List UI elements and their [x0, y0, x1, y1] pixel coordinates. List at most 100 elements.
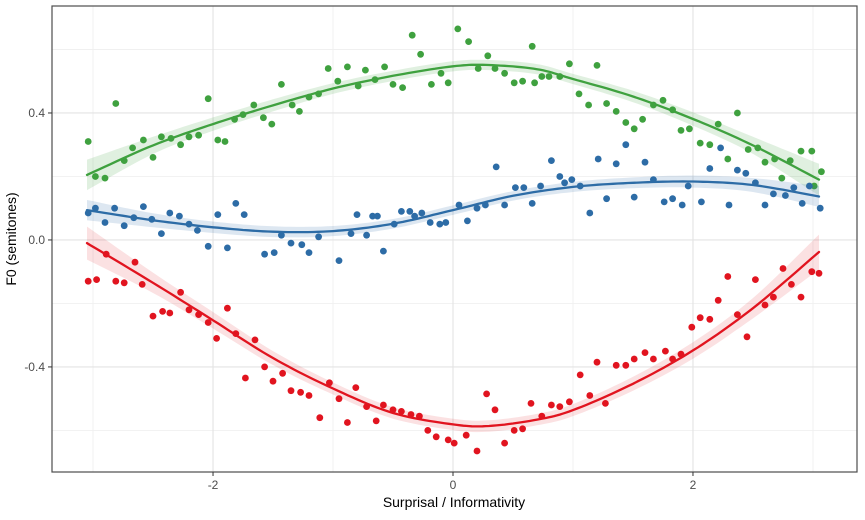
data-point	[548, 401, 555, 409]
green-series	[84, 25, 825, 196]
data-point	[575, 90, 583, 98]
gridlines-minor	[52, 6, 857, 472]
data-point	[204, 242, 212, 250]
data-point	[372, 417, 380, 425]
data-point	[806, 182, 813, 190]
data-point	[450, 439, 458, 447]
data-point	[761, 301, 769, 309]
red-series	[84, 226, 823, 455]
data-point	[324, 65, 332, 72]
data-point	[473, 447, 481, 455]
data-point	[120, 222, 128, 230]
data-point	[790, 184, 798, 192]
data-point	[566, 60, 573, 68]
data-point	[389, 81, 397, 88]
data-point	[725, 201, 733, 209]
data-point	[630, 355, 638, 363]
data-point	[417, 50, 424, 58]
data-point	[778, 174, 786, 182]
data-point	[612, 108, 620, 115]
data-point	[630, 193, 638, 201]
y-axis-title: F0 (semitones)	[3, 192, 19, 285]
data-point	[662, 347, 669, 355]
data-point	[84, 138, 92, 145]
data-point	[527, 400, 535, 407]
data-point	[166, 209, 174, 217]
data-point	[742, 169, 750, 177]
data-point	[483, 390, 490, 398]
data-point	[576, 371, 584, 379]
data-point	[93, 276, 100, 283]
data-point	[296, 108, 303, 115]
data-point	[380, 247, 387, 255]
data-point	[770, 190, 777, 198]
data-point	[305, 392, 313, 399]
data-point	[347, 230, 355, 238]
confidence-band	[87, 226, 819, 433]
data-point	[734, 311, 741, 318]
data-point	[531, 79, 538, 87]
data-point	[224, 244, 231, 252]
data-point	[537, 182, 544, 190]
x-axis-title: Surprisal / Informativity	[383, 494, 525, 510]
data-point	[510, 427, 518, 434]
data-point	[684, 182, 692, 190]
data-point	[194, 227, 201, 234]
points-group	[84, 250, 823, 455]
data-point	[214, 211, 222, 219]
data-point	[261, 250, 268, 258]
data-point	[603, 195, 610, 203]
data-point	[270, 249, 278, 256]
data-point	[548, 157, 555, 165]
data-point	[316, 414, 324, 422]
data-point	[149, 312, 157, 320]
data-point	[185, 306, 193, 314]
data-point	[353, 211, 361, 219]
data-point	[369, 212, 376, 220]
data-point	[612, 361, 620, 369]
data-point	[816, 204, 824, 212]
data-point	[112, 277, 120, 285]
data-point	[454, 25, 462, 33]
data-point	[462, 431, 470, 439]
data-point	[717, 144, 724, 152]
data-point	[566, 398, 573, 406]
data-point	[797, 147, 805, 155]
data-point	[677, 126, 685, 134]
data-point	[159, 308, 167, 315]
y-tick-label: 0.4	[28, 106, 45, 120]
data-point	[381, 63, 388, 71]
data-point	[659, 96, 667, 104]
data-point	[305, 249, 313, 256]
data-point	[111, 204, 118, 212]
data-point	[734, 166, 741, 174]
data-point	[650, 355, 657, 363]
data-point	[221, 138, 229, 145]
y-tick-label: -0.4	[24, 360, 45, 374]
data-point	[501, 201, 508, 209]
data-point	[622, 361, 630, 369]
data-point	[603, 100, 610, 107]
data-point	[344, 419, 351, 426]
data-point	[484, 52, 492, 60]
data-point	[510, 79, 518, 87]
data-point	[363, 231, 370, 239]
data-point	[761, 201, 769, 209]
data-point	[724, 273, 732, 280]
data-point	[287, 387, 295, 395]
x-tick-label: 0	[450, 478, 457, 492]
data-point	[177, 141, 185, 149]
data-point	[129, 144, 137, 152]
data-point	[808, 147, 816, 155]
data-point	[158, 133, 165, 141]
data-point	[380, 401, 387, 409]
data-point	[465, 38, 472, 45]
data-point	[474, 65, 482, 72]
data-point	[352, 384, 360, 391]
data-point	[278, 81, 285, 88]
data-point	[398, 208, 405, 215]
smooth-line	[85, 63, 821, 181]
confidence-band	[87, 59, 819, 196]
data-point	[269, 377, 277, 385]
data-point	[528, 200, 536, 207]
